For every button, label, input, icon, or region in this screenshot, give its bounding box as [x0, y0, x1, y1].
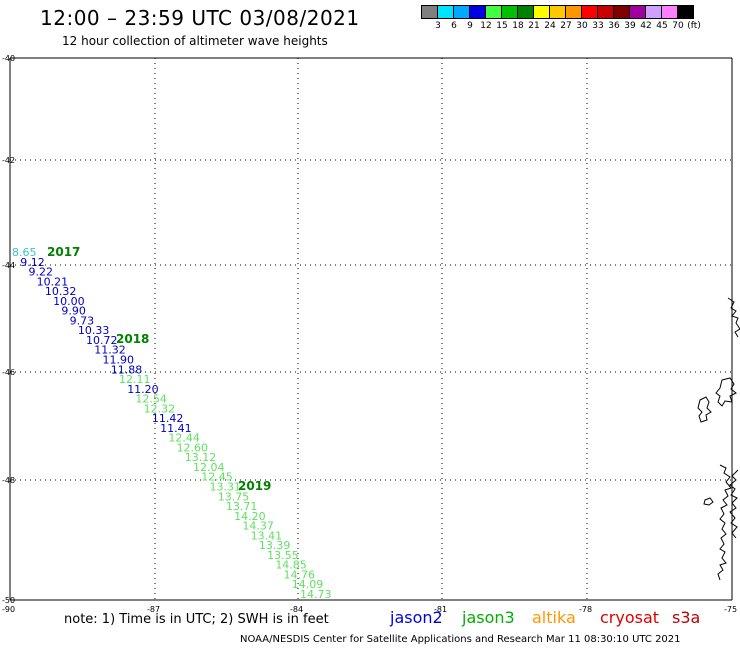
coastline-island-a: [715, 377, 737, 407]
colorbar: [421, 5, 694, 19]
wave-height-label: 10.72: [86, 334, 118, 347]
wave-height-label: 11.90: [103, 353, 135, 366]
colorbar-tick: 15: [496, 21, 508, 31]
credit-line: NOAA/NESDIS Center for Satellite Applica…: [240, 634, 681, 645]
wave-height-label: 12.54: [135, 393, 167, 406]
wave-height-label: 12.04: [193, 461, 225, 474]
colorbar-tick: 70: [672, 21, 684, 31]
legend-entry: s3a: [672, 608, 701, 627]
colorbar-tick: 9: [467, 21, 473, 31]
wave-height-label: 14.09: [292, 578, 324, 591]
colorbar-tick: 27: [560, 21, 572, 31]
wave-height-label: 10.00: [53, 295, 84, 308]
wave-height-label: 14.37: [242, 520, 274, 533]
wave-height-label: 13.55: [267, 549, 299, 562]
year-label: 2019: [238, 479, 271, 493]
lat-label: -50: [2, 596, 15, 605]
lon-label: -87: [147, 605, 160, 614]
colorbar-tick: 39: [624, 21, 636, 31]
map-title: 12:00 – 23:59 UTC 03/08/2021: [40, 6, 360, 30]
coastline: [697, 297, 740, 581]
wave-height-label: 12.11: [119, 373, 151, 386]
legend-entry: cryosat: [600, 608, 660, 627]
lat-label: -40: [2, 54, 15, 63]
year-label: 2017: [47, 245, 80, 259]
wave-height-label: 10.21: [37, 275, 69, 288]
axis-labels: -40 -42 -44 -46 -48 -50-90 -87 -84 -81 -78 -75: [2, 54, 737, 614]
wave-height-label: 9.73: [70, 314, 95, 327]
wave-height-label: 13.31: [209, 481, 241, 494]
lon-label: -84: [290, 605, 303, 614]
colorbar-tick: 45: [656, 21, 668, 31]
wave-height-label: 11.42: [152, 412, 184, 425]
wave-height-label: 11.32: [94, 344, 126, 357]
colorbar-tick: 6: [451, 21, 457, 31]
lat-label: -44: [2, 261, 15, 270]
lon-label: -90: [2, 605, 15, 614]
footnote: note: 1) Time is in UTC; 2) SWH is in fe…: [64, 612, 329, 627]
coastline-upper: [727, 297, 740, 338]
colorbar-tick: 24: [544, 21, 556, 31]
wave-height-label: 13.71: [226, 500, 258, 513]
wave-height-label: 9.12: [20, 256, 44, 269]
wave-height-label: 11.20: [127, 383, 159, 396]
wave-height-label: 9.22: [28, 266, 53, 279]
wave-height-label: 12.60: [177, 441, 209, 454]
wave-height-label: 12.44: [168, 432, 200, 445]
lat-label: -48: [2, 476, 15, 485]
colorbar-tick: 21: [528, 21, 540, 31]
map-subtitle: 12 hour collection of altimeter wave hei…: [62, 34, 328, 48]
lon-label: -78: [579, 605, 592, 614]
colorbar-tick: 18: [512, 21, 524, 31]
lon-label: -75: [724, 605, 737, 614]
colorbar-tick: 42: [640, 21, 652, 31]
colorbar-tick: 3: [435, 21, 441, 31]
wave-height-label: 12.32: [144, 402, 176, 415]
wave-height-label: 10.33: [78, 324, 110, 337]
coastline-lower: [717, 464, 732, 581]
wave-height-label: 9.90: [61, 305, 86, 318]
coastline-islet: [703, 497, 714, 506]
wave-height-label: 11.88: [111, 363, 143, 376]
coastline-fjords: [729, 469, 739, 539]
colorbar-swatch: [677, 5, 694, 19]
colorbar-tick: 36: [608, 21, 620, 31]
legend-entry: jason3: [462, 608, 515, 627]
lon-label: -81: [434, 605, 447, 614]
year-labels: 2017 2018 2019: [47, 245, 271, 493]
wave-height-label: 8.65: [12, 246, 37, 259]
wave-height-label: 10.32: [45, 285, 77, 298]
altimeter-track: 8.659.129.2210.2110.3210.009.909.7310.33…: [12, 246, 332, 601]
wave-height-label: 14.20: [234, 510, 266, 523]
wave-height-label: 13.39: [259, 539, 291, 552]
colorbar-tick: 12: [480, 21, 492, 31]
lat-label: -42: [2, 156, 15, 165]
colorbar-tick: (ft): [687, 21, 701, 31]
legend-entry: jason2: [390, 608, 443, 627]
wave-height-label: 13.12: [185, 451, 217, 464]
colorbar-tick: 33: [592, 21, 604, 31]
wave-height-label: 14.73: [300, 588, 332, 601]
legend-entry: altika: [532, 608, 576, 627]
year-label: 2018: [116, 332, 149, 346]
coastline-island-b: [697, 396, 712, 423]
wave-height-label: 13.41: [251, 529, 283, 542]
lat-label: -46: [2, 368, 15, 377]
wave-height-label: 13.75: [218, 490, 250, 503]
wave-height-label: 12.45: [201, 471, 233, 484]
wave-height-label: 14.76: [284, 568, 316, 581]
wave-height-label: 14.85: [275, 559, 307, 572]
colorbar-tick: 30: [576, 21, 588, 31]
wave-height-label: 11.41: [160, 422, 192, 435]
lat-lon-grid: [9, 57, 733, 601]
